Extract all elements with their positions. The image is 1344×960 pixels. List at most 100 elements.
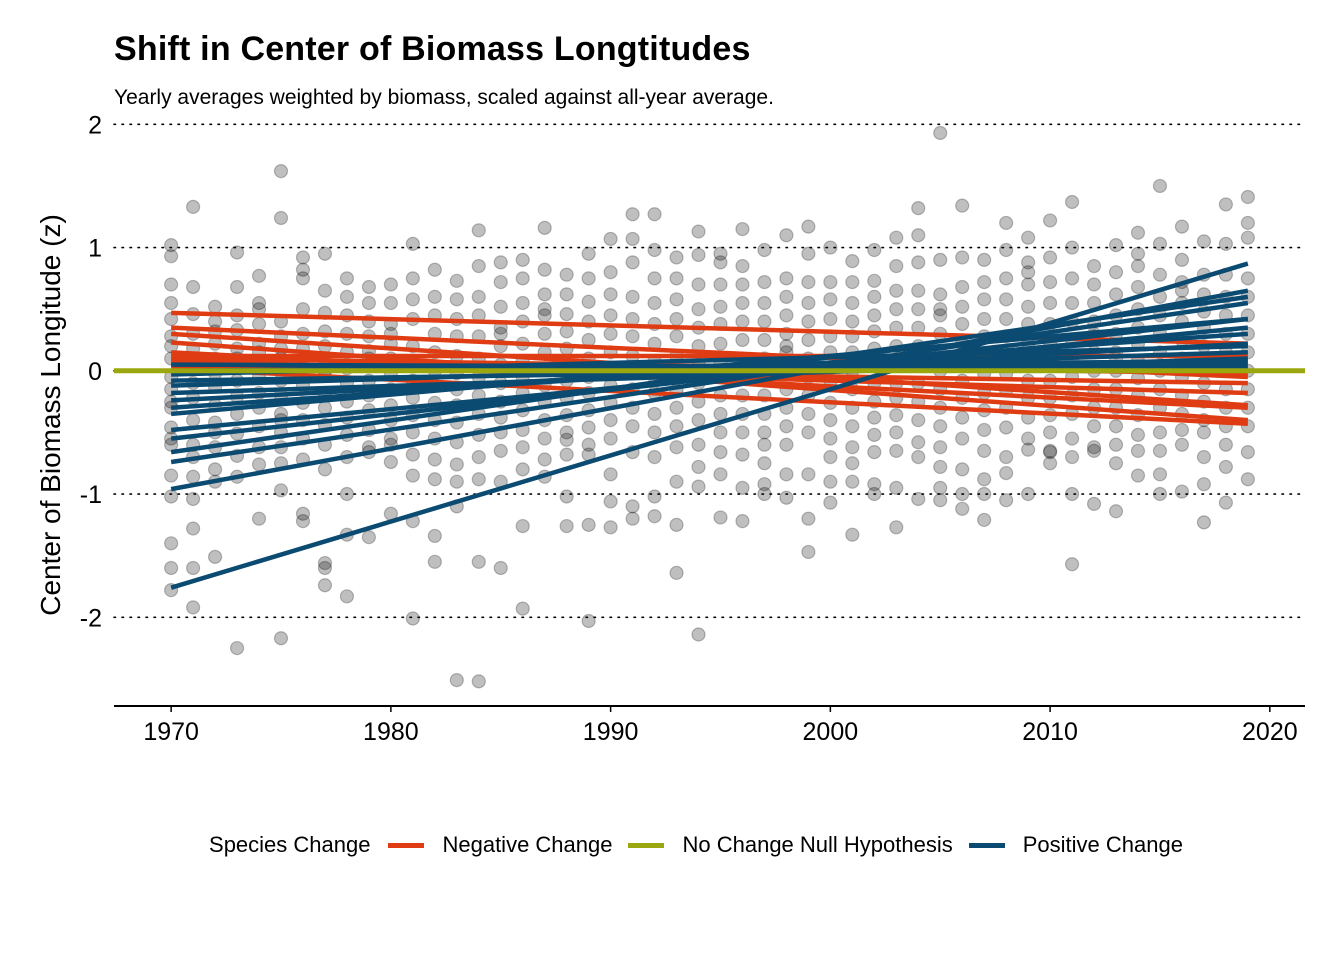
x-tick-label: 1990 [583, 718, 639, 746]
data-point [801, 544, 816, 560]
data-point [1152, 467, 1168, 482]
data-point [603, 494, 618, 509]
data-point [845, 274, 860, 290]
data-point [471, 449, 486, 465]
data-point [889, 283, 904, 298]
data-point [1108, 419, 1124, 434]
data-point [757, 332, 772, 348]
data-point [669, 565, 684, 581]
data-point [251, 316, 267, 332]
data-point [493, 255, 508, 270]
positive-trend-line [170, 300, 1249, 465]
data-point [1174, 252, 1190, 267]
data-point [889, 443, 904, 459]
data-point [1240, 271, 1255, 286]
data-point [889, 230, 904, 245]
data-point [207, 462, 223, 477]
data-point [647, 509, 662, 524]
data-point [933, 302, 948, 317]
data-point [691, 224, 706, 239]
data-point [845, 419, 860, 434]
data-point [603, 287, 618, 302]
data-point [867, 242, 882, 258]
data-point [427, 528, 442, 544]
data-point [889, 520, 904, 535]
data-point [911, 449, 926, 465]
data-point [1108, 265, 1124, 280]
data-point [603, 231, 618, 247]
data-point [493, 326, 508, 341]
data-point [1152, 443, 1168, 459]
data-point [559, 447, 574, 462]
data-point [889, 302, 904, 317]
data-point [295, 506, 311, 521]
data-point [823, 240, 838, 255]
data-point [823, 431, 838, 446]
x-tick-label: 1970 [143, 718, 199, 746]
data-point [317, 283, 333, 298]
data-point [713, 510, 728, 525]
data-point [339, 589, 355, 604]
data-point [1130, 443, 1146, 459]
data-point [955, 410, 970, 425]
data-point [164, 560, 179, 576]
data-point [867, 427, 882, 442]
data-point [1130, 279, 1146, 295]
data-point [273, 164, 289, 179]
data-point [603, 308, 618, 323]
data-point [691, 247, 706, 263]
data-point [867, 410, 882, 425]
data-point [911, 255, 926, 270]
data-point [691, 277, 706, 292]
data-point [999, 242, 1014, 258]
data-point [603, 326, 618, 341]
data-point [625, 419, 640, 434]
data-point [801, 219, 816, 234]
data-point [515, 440, 530, 455]
data-point [449, 474, 464, 489]
data-point [977, 422, 992, 438]
data-point [581, 437, 596, 452]
data-point [493, 274, 508, 290]
data-point [669, 474, 684, 489]
data-point [471, 472, 486, 487]
data-point [317, 578, 333, 593]
data-point [691, 479, 706, 494]
data-point [449, 273, 464, 288]
x-tick-label: 1980 [363, 718, 419, 746]
data-point [1064, 431, 1080, 446]
y-tick-label: -2 [80, 604, 102, 632]
data-point [1042, 456, 1058, 471]
data-point [295, 302, 311, 317]
data-point [823, 449, 838, 465]
data-point [229, 245, 245, 260]
data-point [1021, 442, 1036, 457]
data-point [186, 560, 201, 576]
data-point [164, 468, 179, 483]
data-point [933, 125, 948, 141]
data-point [251, 295, 267, 311]
data-point [164, 311, 179, 327]
data-point [1064, 486, 1080, 502]
data-point [1042, 295, 1058, 311]
data-point [427, 262, 442, 277]
data-point [977, 443, 992, 459]
data-point [1196, 515, 1212, 530]
trend-lines [114, 261, 1305, 590]
data-point [845, 456, 860, 471]
data-point [735, 447, 750, 462]
data-point [361, 530, 377, 545]
data-point [801, 511, 816, 526]
data-point [647, 489, 662, 504]
data-point [273, 483, 289, 498]
data-point [845, 254, 860, 269]
data-point [977, 274, 992, 290]
data-point [273, 631, 289, 646]
legend-label-positive: Positive Change [1022, 832, 1183, 857]
data-point [933, 419, 948, 434]
legend-swatch-no-change [628, 842, 665, 848]
data-point [999, 311, 1014, 327]
data-point [669, 271, 684, 286]
positive-trend-line [171, 362, 1248, 371]
data-point [164, 237, 179, 253]
